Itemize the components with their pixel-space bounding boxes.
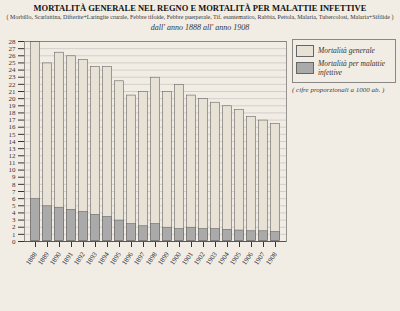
svg-text:9: 9 [12, 173, 16, 181]
html-text:( Morbillo, Scarlattina, Difte: ( Morbillo, Scarlattina, Difterite+Larin… [6, 14, 394, 20]
svg-text:0: 0 [12, 237, 16, 245]
svg-text:1902: 1902 [192, 250, 207, 266]
svg-text:1899: 1899 [156, 250, 171, 266]
svg-text:1907: 1907 [252, 250, 267, 266]
svg-text:1892: 1892 [72, 250, 87, 266]
svg-text:1901: 1901 [180, 250, 195, 266]
html-text:MORTALITÀ GENERALE NEL REGNO E: MORTALITÀ GENERALE NEL REGNO E MORTALITÀ… [33, 3, 367, 13]
svg-text:18: 18 [9, 109, 17, 117]
svg-text:25: 25 [9, 59, 17, 67]
html-text:Mortalità generale: Mortalità generale [318, 46, 375, 55]
svg-text:1895: 1895 [108, 250, 123, 266]
html-text:Mortalità per malattie infetti: Mortalità per malattie infettive [318, 58, 386, 77]
svg-text:5: 5 [12, 202, 16, 210]
svg-text:23: 23 [9, 73, 17, 81]
svg-text:11: 11 [9, 159, 16, 167]
svg-text:1891: 1891 [60, 250, 75, 266]
svg-text:27: 27 [9, 44, 17, 52]
svg-text:1890: 1890 [48, 250, 63, 266]
svg-text:19: 19 [9, 102, 17, 110]
svg-text:15: 15 [9, 130, 17, 138]
svg-text:21: 21 [9, 87, 17, 95]
svg-text:6: 6 [12, 194, 16, 202]
svg-text:10: 10 [9, 166, 17, 174]
svg-text:3: 3 [12, 216, 16, 224]
svg-text:20: 20 [9, 94, 17, 102]
svg-text:22: 22 [9, 80, 17, 88]
svg-text:1897: 1897 [132, 250, 147, 266]
svg-text:2: 2 [12, 223, 16, 231]
svg-text:26: 26 [9, 52, 17, 60]
svg-text:16: 16 [9, 123, 17, 131]
svg-text:1896: 1896 [120, 250, 135, 266]
svg-text:1900: 1900 [168, 250, 183, 266]
svg-text:24: 24 [9, 66, 17, 74]
svg-text:13: 13 [9, 144, 17, 152]
svg-text:1908: 1908 [264, 250, 279, 266]
svg-text:1889: 1889 [36, 250, 51, 266]
svg-text:1893: 1893 [84, 250, 99, 266]
svg-text:4: 4 [12, 209, 16, 217]
html-text:dall' anno 1888 all' anno 1908: dall' anno 1888 all' anno 1908 [150, 22, 250, 32]
svg-text:1894: 1894 [96, 250, 111, 266]
svg-text:12: 12 [9, 152, 17, 160]
svg-text:1905: 1905 [228, 250, 243, 266]
html-text:( cifre proporzionali a 1000 a: ( cifre proporzionali a 1000 ab. ) [292, 85, 385, 94]
svg-text:7: 7 [12, 187, 16, 195]
svg-text:17: 17 [9, 116, 17, 124]
svg-text:1888: 1888 [24, 250, 39, 266]
svg-text:1: 1 [12, 230, 16, 238]
svg-text:1898: 1898 [144, 250, 159, 266]
svg-text:1903: 1903 [204, 250, 219, 266]
svg-text:1904: 1904 [216, 250, 231, 266]
svg-text:28: 28 [9, 37, 17, 45]
svg-text:8: 8 [12, 180, 16, 188]
svg-text:14: 14 [9, 137, 17, 145]
svg-text:1906: 1906 [240, 250, 255, 266]
